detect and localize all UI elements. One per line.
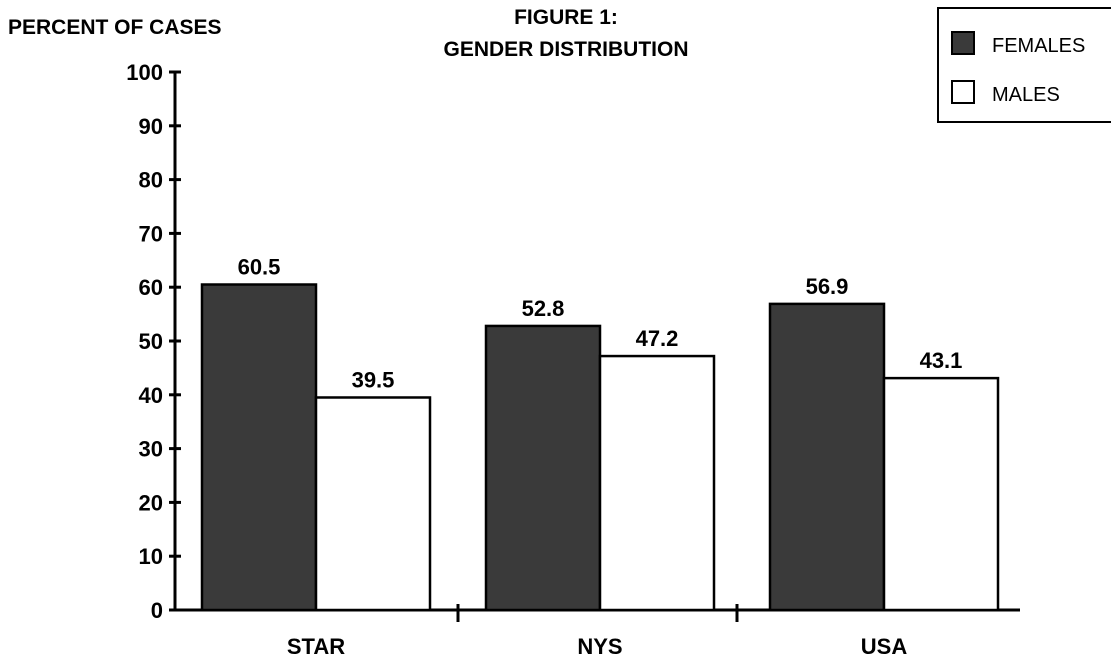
legend-label-females: FEMALES	[992, 35, 1085, 57]
y-tick-label: 50	[139, 329, 163, 354]
data-label-females-nys: 52.8	[522, 296, 565, 321]
bar-males-nys	[598, 354, 716, 612]
legend-label-males: MALES	[992, 84, 1060, 106]
x-tick-label-nys: NYS	[577, 634, 622, 656]
y-tick-label: 20	[139, 490, 163, 515]
y-tick-label: 100	[126, 60, 163, 85]
legend: FEMALES MALES	[937, 7, 1111, 123]
chart-subtitle: GENDER DISTRIBUTION	[443, 38, 688, 61]
y-tick-label: 30	[139, 437, 163, 462]
y-tick-label: 40	[139, 383, 163, 408]
bar-females-star	[200, 283, 318, 612]
bar-females-nys	[484, 324, 602, 612]
data-label-females-usa: 56.9	[806, 274, 849, 299]
x-tick-label-usa: USA	[861, 634, 908, 656]
chart-title: FIGURE 1:	[514, 6, 618, 29]
y-tick-label: 10	[139, 544, 163, 569]
x-tick-label-star: STAR	[287, 634, 345, 656]
data-label-males-star: 39.5	[352, 367, 395, 392]
data-label-males-usa: 43.1	[920, 348, 963, 373]
y-tick-label: 60	[139, 275, 163, 300]
y-tick-label: 0	[151, 598, 163, 623]
bar-females-usa	[768, 302, 886, 612]
bar-males-star	[314, 396, 432, 612]
y-tick-label: 90	[139, 114, 163, 139]
bar-males-usa	[882, 376, 1000, 612]
y-tick-label: 80	[139, 168, 163, 193]
y-tick-label: 70	[139, 221, 163, 246]
y-axis-label: PERCENT OF CASES	[8, 16, 222, 39]
data-label-males-nys: 47.2	[636, 326, 679, 351]
plot-area: 0 10 20 30 40 50 60 70 80 90 100 60.5 39.5 STAR 52.8 47…	[126, 60, 1020, 656]
legend-swatch-males	[951, 80, 975, 104]
data-label-females-star: 60.5	[238, 255, 281, 280]
legend-swatch-females	[951, 31, 975, 55]
